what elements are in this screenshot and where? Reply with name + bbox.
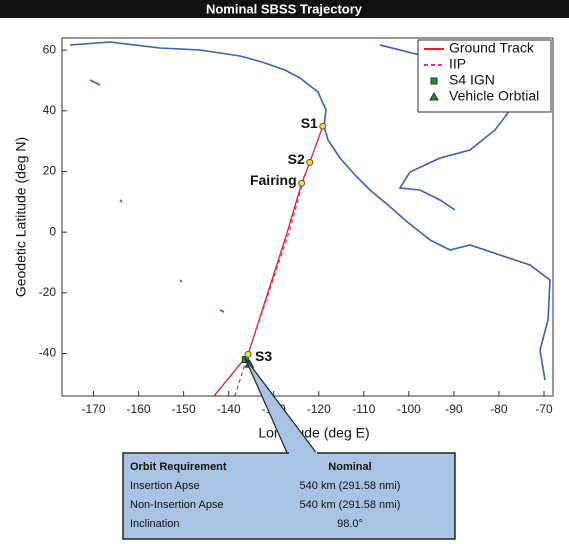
table-box (122, 452, 456, 540)
legend-label: Vehicle Orbtial (449, 88, 539, 104)
event-marker (306, 158, 314, 166)
marker (429, 91, 439, 101)
y-axis-label: Geodetic Latitude (deg N) (13, 137, 29, 297)
event-label: S1 (301, 115, 318, 131)
table-cell: 540 km (291.58 nmi) (300, 480, 401, 492)
legend-label: IIP (449, 56, 466, 72)
x-tick-label: -70 (535, 402, 553, 416)
y-tick-label: 0 (49, 224, 56, 238)
y-tick-label: 40 (43, 103, 57, 117)
legend-box (417, 39, 552, 113)
x-tick-label: -140 (217, 402, 241, 416)
islands (89, 79, 521, 313)
table-cell: Non-Insertion Apse (130, 499, 224, 511)
y-tick-label: -20 (39, 285, 57, 299)
y-tick-label: 20 (43, 164, 57, 178)
x-tick-label: -100 (397, 402, 421, 416)
table-header: Orbit Requirement (130, 461, 227, 473)
x-tick-label: -170 (82, 402, 106, 416)
table-cell: Inclination (130, 518, 180, 530)
marker (430, 77, 438, 85)
table-header: Nominal (328, 461, 371, 473)
x-tick-label: -110 (352, 402, 375, 416)
coast (69, 41, 431, 241)
event-label: S2 (288, 151, 305, 167)
event-marker (244, 350, 252, 358)
legend-label: Ground Track (449, 40, 535, 56)
x-tick-label: -120 (307, 402, 331, 416)
x-tick-label: -80 (490, 402, 508, 416)
event-marker (298, 179, 306, 187)
x-tick-label: -150 (172, 402, 196, 416)
table-cell: 98.0° (337, 518, 363, 530)
table-cell: Insertion Apse (130, 480, 200, 492)
event-label: S3 (255, 348, 272, 364)
legend-label: S4 IGN (449, 72, 495, 88)
y-tick-label: 60 (43, 42, 57, 56)
chart-title: Nominal SBSS Trajectory (206, 1, 363, 16)
x-tick-label: -160 (127, 402, 151, 416)
table-cell: 540 km (291.58 nmi) (300, 499, 401, 511)
event-marker (319, 122, 327, 130)
coast (429, 239, 551, 381)
title-bar (0, 0, 569, 18)
table: Orbit Requirement Nominal Insertion Apse 54… (130, 461, 400, 530)
x-tick-label: -90 (445, 402, 463, 416)
event-label: Fairing (250, 172, 297, 188)
y-tick-label: -40 (39, 346, 57, 360)
